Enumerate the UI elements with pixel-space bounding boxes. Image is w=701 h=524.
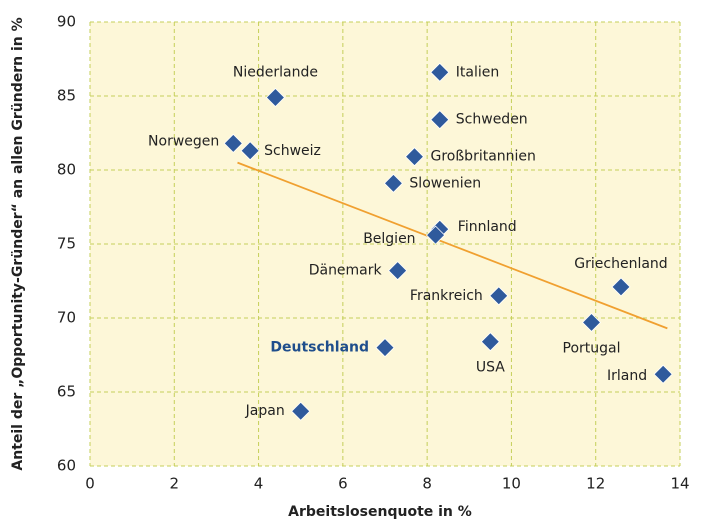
point bbox=[653, 364, 673, 384]
point-label: Norwegen bbox=[148, 133, 219, 149]
point-label: USA bbox=[476, 360, 505, 376]
point-label: Großbritannien bbox=[431, 149, 536, 165]
point bbox=[430, 62, 450, 82]
point bbox=[291, 401, 311, 421]
point-label: Italien bbox=[456, 64, 499, 80]
y-axis-title: Anteil der „Opportunity-Gründer“ an alle… bbox=[10, 17, 26, 470]
point-label: Portugal bbox=[563, 340, 621, 356]
point-label: Griechenland bbox=[574, 256, 667, 272]
point bbox=[223, 133, 243, 153]
point bbox=[383, 173, 403, 193]
y-tick-label: 85 bbox=[57, 87, 76, 105]
x-tick-label: 2 bbox=[170, 475, 180, 493]
point-label: Frankreich bbox=[410, 288, 483, 304]
y-tick-label: 70 bbox=[57, 309, 76, 327]
point-label: Japan bbox=[245, 403, 285, 419]
point bbox=[265, 87, 285, 108]
point-label: Finnland bbox=[458, 219, 517, 235]
x-tick-label: 14 bbox=[670, 475, 689, 493]
point-label: Schweiz bbox=[264, 143, 321, 159]
point-label: Slowenien bbox=[409, 175, 481, 191]
y-tick-label: 60 bbox=[57, 457, 76, 475]
point bbox=[489, 286, 509, 306]
point bbox=[581, 312, 602, 333]
x-tick-label: 0 bbox=[85, 475, 95, 493]
x-tick-label: 4 bbox=[254, 475, 264, 493]
point-label: Deutschland bbox=[270, 340, 369, 356]
point-label: Niederlande bbox=[233, 64, 318, 80]
point bbox=[388, 261, 408, 281]
y-tick-label: 80 bbox=[57, 161, 76, 179]
point bbox=[611, 277, 631, 297]
point-label: Belgien bbox=[363, 231, 415, 247]
point bbox=[375, 338, 395, 358]
trend-line bbox=[237, 161, 668, 330]
point bbox=[480, 332, 500, 352]
x-tick-label: 6 bbox=[338, 475, 348, 493]
point-label: Dänemark bbox=[309, 263, 383, 279]
point bbox=[404, 147, 425, 167]
point bbox=[430, 110, 450, 130]
x-tick-label: 10 bbox=[502, 475, 521, 493]
y-tick-label: 90 bbox=[57, 13, 76, 31]
point-label: Schweden bbox=[456, 112, 528, 128]
point bbox=[240, 141, 260, 161]
x-axis-title: Arbeitslosenquote in % bbox=[288, 504, 472, 520]
y-tick-label: 75 bbox=[57, 235, 76, 253]
x-tick-label: 12 bbox=[586, 475, 605, 493]
point bbox=[426, 225, 446, 245]
y-tick-label: 65 bbox=[57, 383, 76, 401]
point-label: Irland bbox=[607, 368, 647, 384]
x-tick-label: 8 bbox=[422, 475, 432, 493]
